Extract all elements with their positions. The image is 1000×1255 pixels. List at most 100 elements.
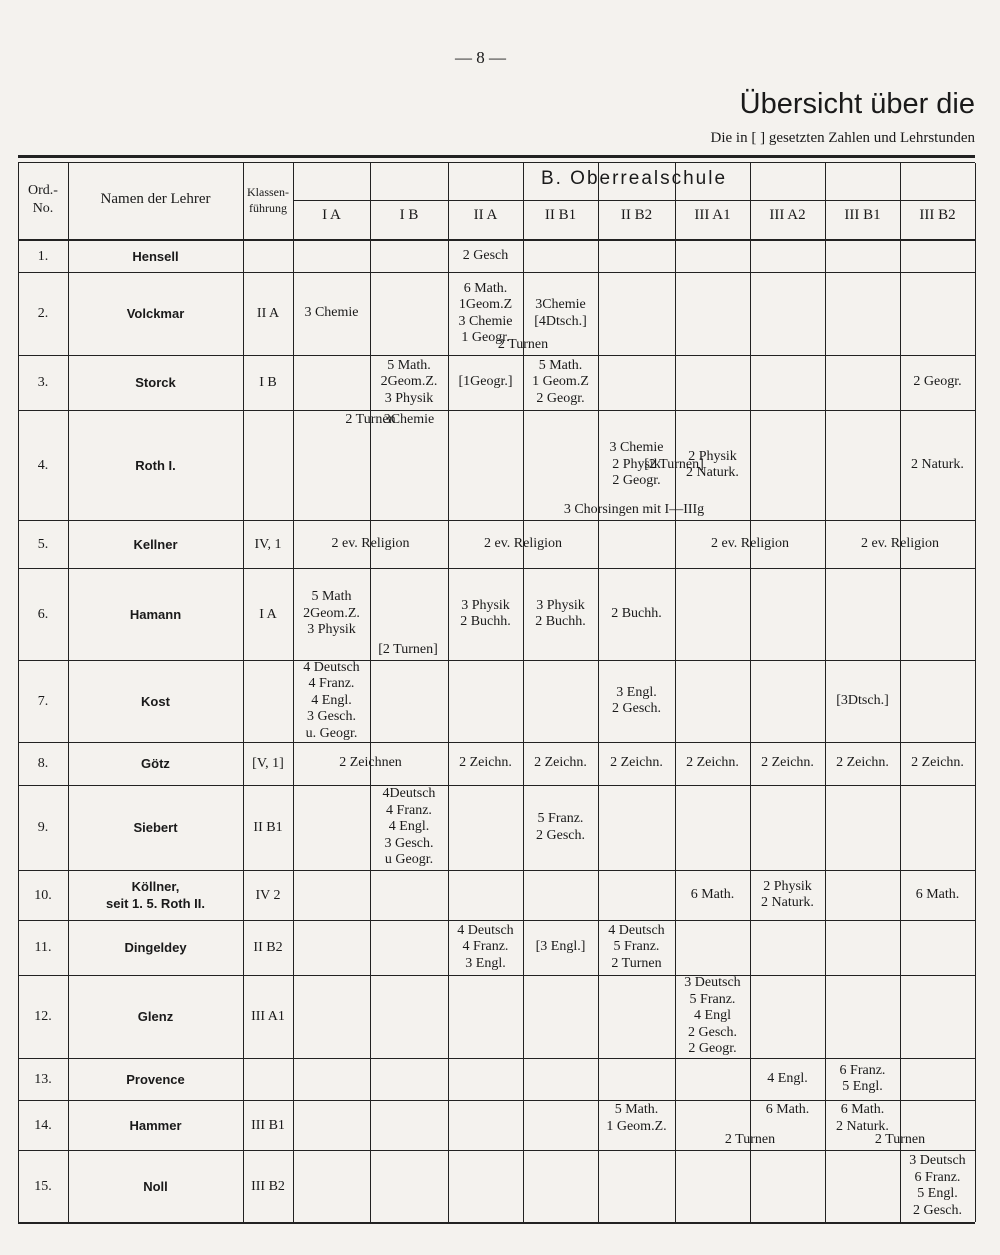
lesson-line: 3 Gesch.	[384, 835, 434, 851]
lesson-line: 2 Physik	[612, 456, 661, 472]
lesson-line: 2 Turnen	[497, 336, 549, 352]
lesson-line: 2 Naturk.	[836, 1118, 889, 1134]
teacher-name: Kost	[68, 660, 243, 742]
lesson-cell: 2 Zeichn.	[675, 742, 750, 785]
lesson-line: 2 Zeichn.	[686, 755, 739, 771]
v-rule	[523, 163, 524, 1222]
teacher-name: Götz	[68, 742, 243, 785]
teacher-name: Storck	[68, 355, 243, 410]
lesson-line: 5 Franz.	[689, 991, 736, 1007]
grade-header: II B2	[620, 207, 653, 223]
lesson-line: 2 Zeichn.	[534, 755, 587, 771]
grade-header: III B1	[844, 207, 881, 223]
grade-header: III A2	[769, 207, 806, 223]
lesson-line: [1Geogr.]	[458, 374, 513, 390]
v-rule	[598, 163, 599, 1222]
name-line: Kellner	[133, 536, 178, 552]
h-rule	[18, 1058, 975, 1059]
lesson-line: 2 Gesch	[462, 247, 509, 263]
lesson-cell: 2 Physik 2 Naturk.	[675, 410, 750, 520]
lesson-cell: 3 Physik 2 Buchh.	[523, 568, 598, 660]
name-line: Glenz	[137, 1009, 174, 1024]
lesson-cell: [2 Turnen]	[293, 568, 523, 658]
lesson-line: 1 Geom.Z	[532, 374, 589, 390]
lesson-cell: [3 Engl.]	[523, 920, 598, 975]
col-header: Klassen-führung	[243, 180, 293, 220]
row-number: 3.	[37, 375, 49, 390]
lesson-line: 2 Naturk.	[686, 465, 739, 480]
lesson-line: 4 Engl.	[311, 692, 352, 708]
lesson-line: 2Geom.Z.	[380, 374, 438, 390]
lesson-cell: 2 Zeichn.	[448, 742, 523, 785]
lesson-line: 2 Zeichn.	[836, 755, 889, 771]
lesson-line: [4Dtsch.]	[534, 313, 587, 329]
lesson-line: u. Geogr.	[305, 725, 358, 741]
v-rule	[448, 163, 449, 1222]
teacher-name: Hamann	[68, 568, 243, 660]
teacher-name: Dingeldey	[68, 920, 243, 975]
grade-header: I B	[399, 207, 419, 223]
row-number: 6.	[37, 606, 49, 622]
lesson-cell: 5 Math. 1 Geom.Z.	[598, 1102, 675, 1152]
lesson-line: [2 Turnen]	[644, 456, 704, 472]
teacher-name: Noll	[68, 1150, 243, 1222]
lesson-cell: 2 ev. Religion	[675, 520, 825, 568]
v-rule	[675, 163, 676, 1222]
row-number: 8.	[37, 756, 49, 771]
lesson-line: 4 Franz.	[462, 939, 509, 955]
lesson-cell: 3 Physik 2 Buchh.	[448, 568, 523, 660]
name-line: Volckmar	[126, 306, 185, 321]
lesson-line: 3Chemie	[535, 297, 586, 312]
lesson-cell: [1Geogr.]	[448, 355, 523, 410]
lesson-line: 5 Math	[311, 589, 352, 605]
v-rule	[370, 163, 371, 1222]
class-lead: III B1	[251, 1117, 285, 1133]
h-rule	[18, 272, 975, 273]
lesson-cell: 4 Deutsch 5 Franz. 2 Turnen	[598, 920, 675, 975]
lesson-line: 6 Math.	[840, 1102, 885, 1117]
h-rule	[18, 975, 975, 976]
lesson-line: 2 Turnen	[345, 412, 396, 427]
section-title: B. Oberrealschule	[540, 168, 728, 189]
lesson-cell: 2 ev. Religion	[293, 520, 448, 568]
lesson-line: 3 Chemie	[609, 440, 664, 456]
row-number: 13.	[34, 1071, 52, 1087]
grade-header: III A1	[694, 207, 731, 223]
lesson-line: 4 Deutsch	[303, 659, 360, 675]
lesson-cell: 2 Zeichn.	[598, 742, 675, 785]
lesson-cell: 6 Franz. 5 Engl.	[825, 1058, 900, 1100]
lesson-line: 5 Franz.	[613, 939, 660, 955]
lesson-cell: 2 Gesch	[448, 240, 523, 272]
lesson-line: 2 Gesch.	[536, 827, 585, 843]
v-rule	[243, 163, 244, 1222]
v-rule	[293, 163, 294, 1222]
lesson-line: 4 Franz.	[386, 802, 432, 818]
lesson-cell: 6 Math. 2 Naturk.	[825, 1102, 900, 1152]
lesson-cell: 5 Franz. 2 Gesch.	[523, 785, 598, 870]
lesson-cell: 4 Deutsch 4 Franz. 4 Engl. 3 Gesch. u. Geogr…	[293, 660, 370, 742]
h-rule	[18, 1100, 975, 1101]
name-line: Köllner,	[131, 879, 180, 894]
name-line: Kost	[141, 693, 170, 709]
lesson-cell: 6 Math. 1Geom.Z 3 Chemie 1 Geogr.	[448, 272, 523, 355]
row-number: 5.	[37, 536, 49, 552]
lesson-line: 2 ev. Religion	[710, 535, 790, 551]
class-lead: II B2	[253, 940, 283, 955]
lesson-cell: 6 Math.	[750, 1102, 825, 1152]
lesson-line: 6 Math.	[463, 280, 508, 296]
h-rule	[18, 355, 975, 356]
col-header: Ord.-No.	[28, 183, 58, 216]
lesson-line: 4 Deutsch	[457, 922, 514, 938]
teacher-name: Siebert	[68, 785, 243, 870]
teacher-name: Kellner	[68, 520, 243, 568]
lesson-cell: [3Dtsch.]	[825, 660, 900, 742]
lesson-cell: 3 Chemie 2 Physik 2 Geogr.	[598, 410, 675, 520]
h-rule	[18, 410, 975, 411]
row-number: 1.	[37, 248, 49, 264]
class-lead: I A	[259, 606, 277, 622]
row-number: 10.	[34, 887, 52, 903]
lesson-cell: 3 Engl. 2 Gesch.	[598, 660, 675, 742]
page-number: — 8 —	[455, 48, 506, 67]
v-rule	[18, 163, 19, 1222]
lesson-cell: 2 Turnen	[825, 1100, 975, 1148]
